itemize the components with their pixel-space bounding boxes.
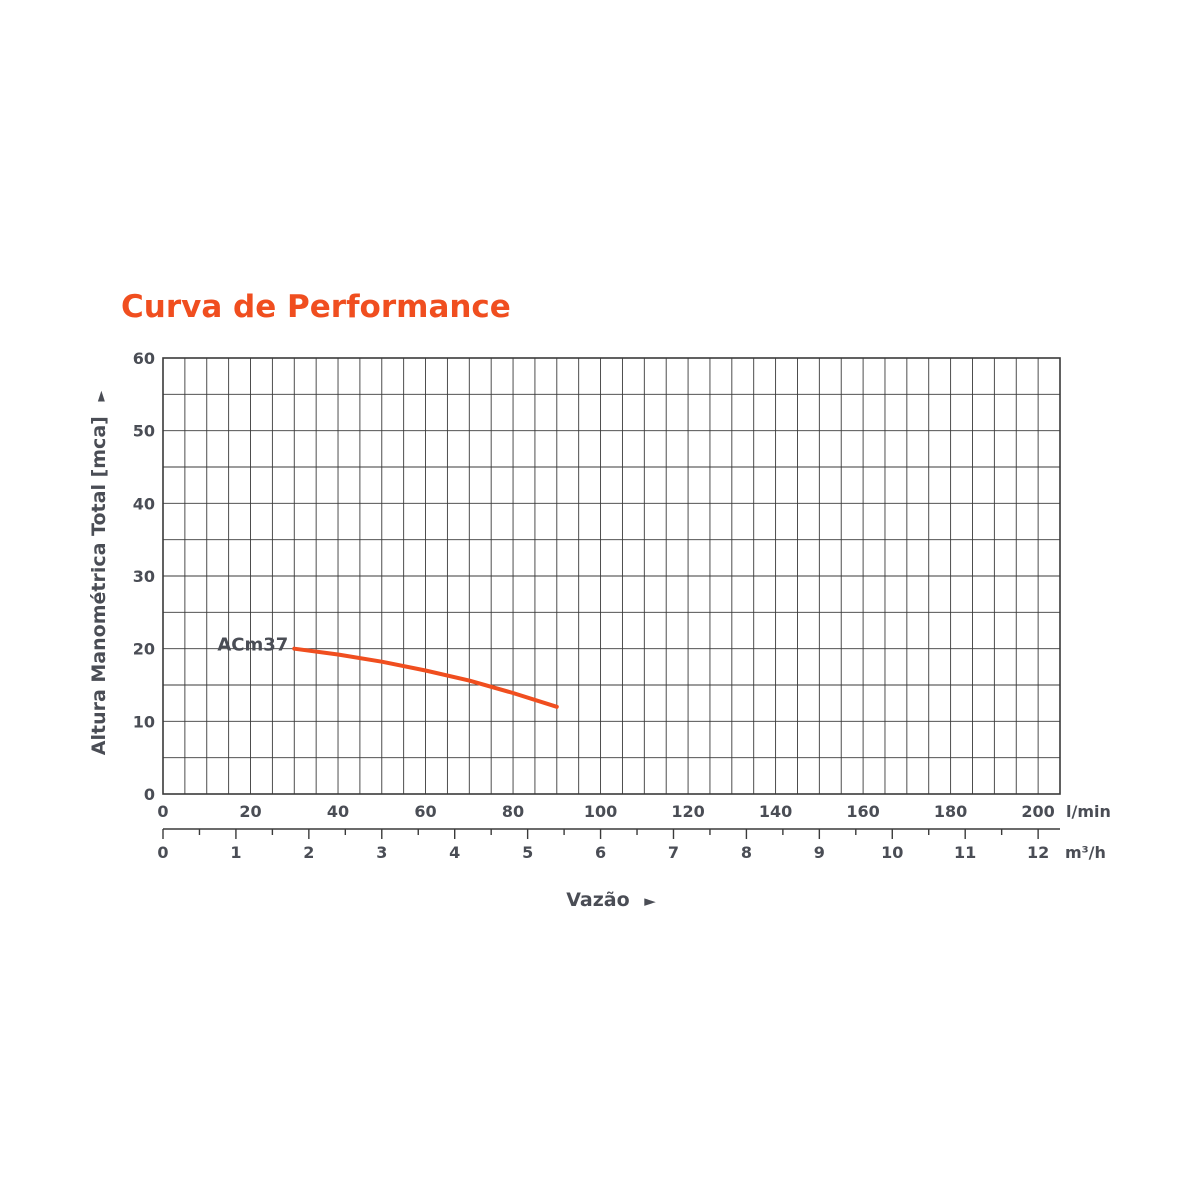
x-tick-labels-lmin: 0 20 40 60 80 100 120 140 160 180 200 bbox=[157, 802, 1054, 821]
svg-text:Altura Manométrica Total [mca]: Altura Manométrica Total [mca] ► bbox=[88, 391, 110, 756]
x-tick-label-m3h: 0 bbox=[157, 843, 168, 862]
y-tick-label: 0 bbox=[144, 785, 155, 804]
y-tick-label: 60 bbox=[133, 349, 155, 368]
series-layer: ACm37 bbox=[217, 635, 559, 709]
chart-title: Curva de Performance bbox=[121, 289, 511, 325]
x-tick-label-lmin: 40 bbox=[327, 802, 349, 821]
x-tick-label-m3h: 4 bbox=[449, 843, 460, 862]
x-tick-label-lmin: 60 bbox=[414, 802, 436, 821]
x-tick-label-lmin: 120 bbox=[671, 802, 704, 821]
x-tick-label-m3h: 1 bbox=[230, 843, 241, 862]
x-tick-labels-m3h: 0 1 2 3 4 5 6 7 8 9 10 11 12 bbox=[157, 828, 1060, 862]
series-label: ACm37 bbox=[217, 635, 288, 656]
x-tick-label-lmin: 160 bbox=[846, 802, 879, 821]
grid bbox=[162, 357, 1061, 795]
y-tick-labels: 0 10 20 30 40 50 60 bbox=[133, 349, 155, 804]
x-tick-label-lmin: 180 bbox=[934, 802, 967, 821]
x-unit-lmin: l/min bbox=[1066, 802, 1111, 821]
x-tick-label-lmin: 80 bbox=[502, 802, 524, 821]
x-axis-arrow: ► bbox=[644, 892, 656, 910]
x-tick-label-m3h: 5 bbox=[522, 843, 533, 862]
plot-frame bbox=[162, 357, 1061, 795]
x-tick-label-lmin: 200 bbox=[1021, 802, 1054, 821]
x-tick-label-lmin: 100 bbox=[584, 802, 617, 821]
x-axis-title: Vazão ► bbox=[566, 889, 656, 911]
y-tick-label: 30 bbox=[133, 567, 155, 586]
x-tick-label-m3h: 7 bbox=[668, 843, 679, 862]
x-tick-label-lmin: 0 bbox=[157, 802, 168, 821]
x-tick-label-m3h: 8 bbox=[741, 843, 752, 862]
x-tick-label-lmin: 20 bbox=[239, 802, 261, 821]
y-axis-arrow: ► bbox=[93, 391, 109, 402]
x-tick-label-m3h: 9 bbox=[814, 843, 825, 862]
x-unit-m3h: m³/h bbox=[1065, 843, 1106, 862]
x-tick-label-m3h: 10 bbox=[881, 843, 903, 862]
y-axis-title: Altura Manométrica Total [mca] ► bbox=[88, 391, 110, 756]
y-tick-label: 40 bbox=[133, 494, 155, 513]
x-tick-label-m3h: 12 bbox=[1027, 843, 1049, 862]
x-tick-label-m3h: 6 bbox=[595, 843, 606, 862]
x-tick-label-m3h: 11 bbox=[954, 843, 976, 862]
x-tick-label-m3h: 3 bbox=[376, 843, 387, 862]
y-tick-label: 50 bbox=[133, 422, 155, 441]
x-tick-label-m3h: 2 bbox=[303, 843, 314, 862]
x-axis-title-text: Vazão bbox=[566, 889, 629, 911]
x-tick-label-lmin: 140 bbox=[759, 802, 792, 821]
y-tick-label: 20 bbox=[133, 640, 155, 659]
y-axis-title-text: Altura Manométrica Total [mca] bbox=[88, 416, 110, 755]
y-tick-label: 10 bbox=[133, 712, 155, 731]
series-line-acm37 bbox=[292, 646, 559, 709]
